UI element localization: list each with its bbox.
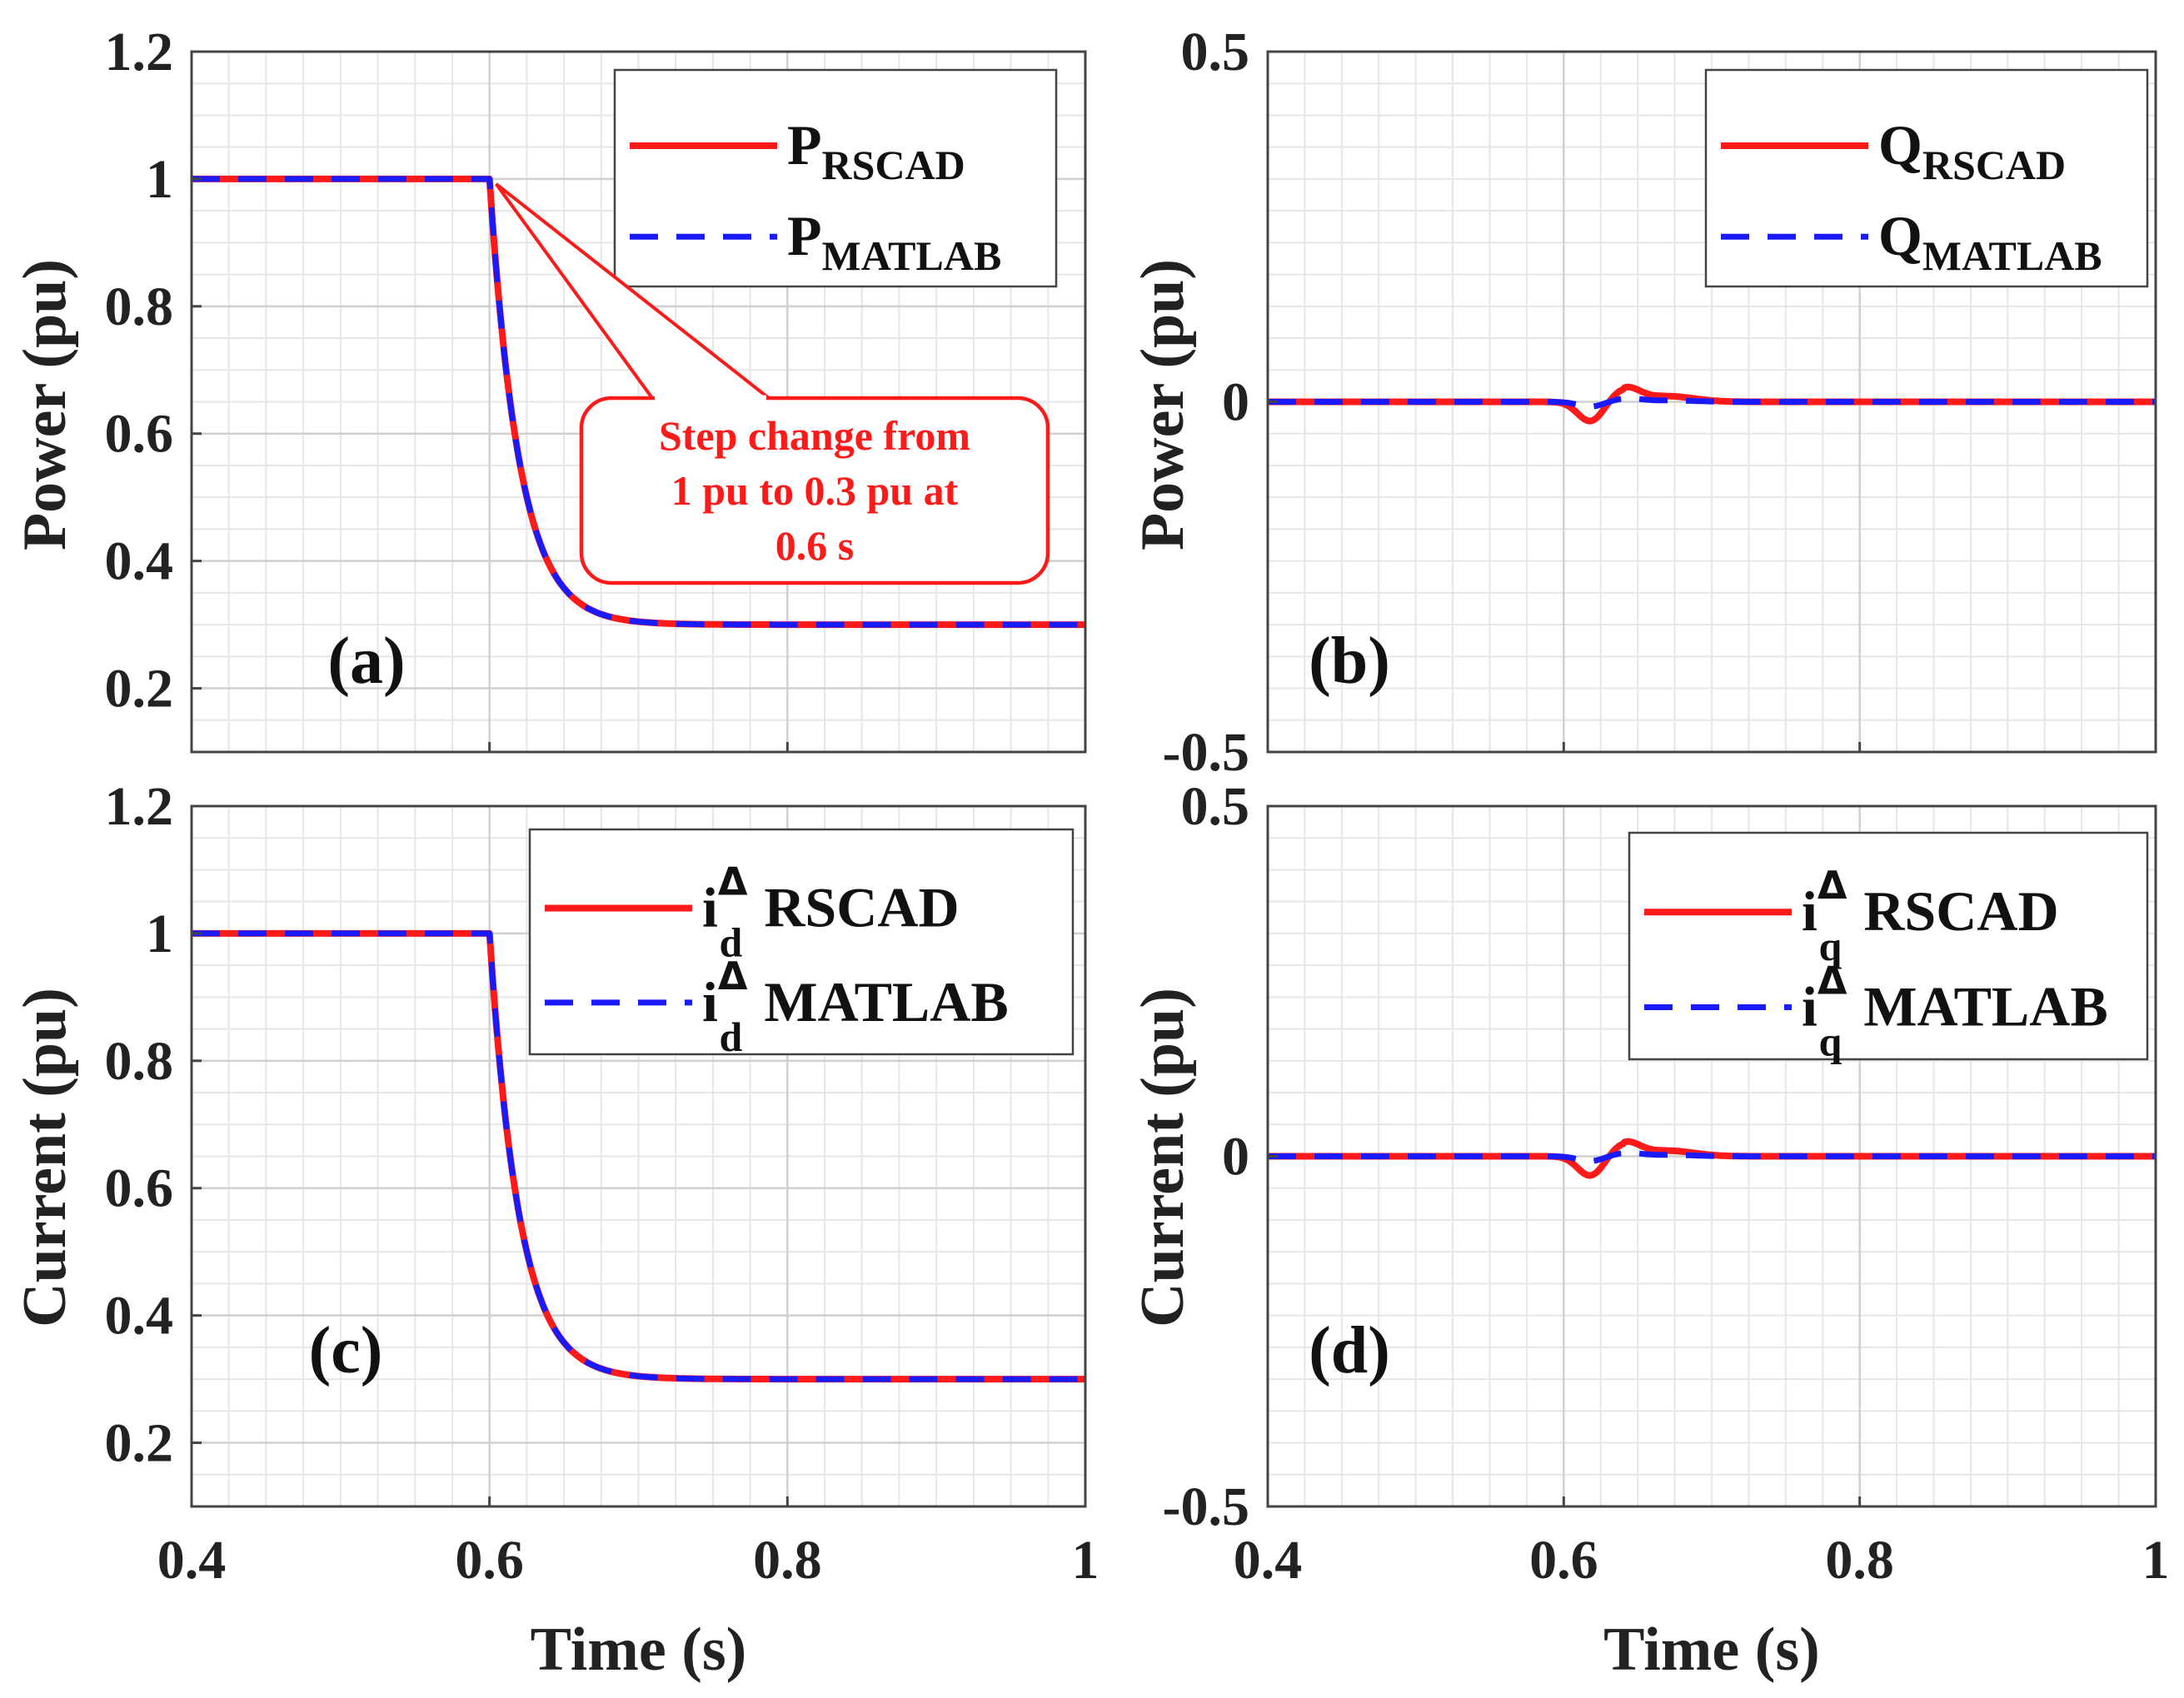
panel-label: (b) <box>1309 625 1390 698</box>
legend-superscript: Δ <box>718 859 748 904</box>
y-tick-label: 0.6 <box>105 404 174 465</box>
legend-box <box>613 68 1058 288</box>
y-tick-label: 0 <box>1222 1127 1249 1188</box>
legend-entry: QRSCAD <box>1878 113 2066 188</box>
legend-source: RSCAD <box>764 876 959 939</box>
axes-box <box>190 804 1087 1508</box>
axes-box <box>190 50 1087 754</box>
legend-subscript: MATLAB <box>1922 232 2102 279</box>
x-axis-title: Time (s) <box>1603 1616 1820 1684</box>
x-tick-label: 0.4 <box>1234 1530 1303 1591</box>
legend-symbol: Q <box>1878 113 1922 177</box>
legend-subscript: d <box>720 919 743 966</box>
legend-box <box>1704 68 2149 288</box>
legend-source: MATLAB <box>764 970 1008 1033</box>
legend-symbol: i <box>702 876 718 939</box>
panel-label: (a) <box>327 625 405 698</box>
x-tick-label: 0.8 <box>753 1530 822 1591</box>
y-tick-label: 0.2 <box>105 659 174 720</box>
legend-superscript: Δ <box>1818 958 1847 1003</box>
legend-entry: iΔ q RSCAD <box>1802 863 2059 969</box>
legend-entry: QMATLAB <box>1878 204 2102 279</box>
legend-symbol: i <box>1802 879 1818 943</box>
y-axis-title: Current (pu) <box>1129 988 1197 1327</box>
legend-source: MATLAB <box>1863 974 2107 1038</box>
y-tick-label: 0 <box>1222 372 1249 433</box>
legend-subscript: q <box>1819 923 1842 969</box>
y-tick-label: 1.2 <box>105 22 174 82</box>
series-line-matlab <box>1266 395 2157 410</box>
legend-symbol: i <box>1802 974 1818 1038</box>
legend-subscript: q <box>1819 1018 1842 1064</box>
legend-entry: PMATLAB <box>787 204 1001 279</box>
x-tick-label: 0.8 <box>1825 1530 1894 1591</box>
legend-symbol: P <box>787 113 822 177</box>
annotation-text: Step change from <box>659 412 970 459</box>
series-line-matlab <box>190 176 1087 628</box>
y-tick-label: 0.4 <box>105 1286 174 1347</box>
legend-subscript: MATLAB <box>822 232 1002 279</box>
panel-label: (d) <box>1309 1314 1390 1387</box>
x-tick-label: 0.4 <box>157 1530 227 1591</box>
legend-entry: iΔ q MATLAB <box>1802 958 2108 1064</box>
legend-superscript: Δ <box>1818 863 1847 908</box>
x-tick-label: 1 <box>1072 1530 1099 1591</box>
y-tick-label: 0.6 <box>105 1158 174 1219</box>
y-tick-label: 1 <box>146 904 173 964</box>
callout-box <box>579 396 1050 585</box>
panel-label: (c) <box>309 1314 383 1387</box>
legend-entry: iΔ d MATLAB <box>702 954 1009 1060</box>
legend-box <box>1628 831 2149 1061</box>
y-tick-label: -0.5 <box>1163 1476 1249 1537</box>
y-tick-label: 0.5 <box>1181 776 1250 837</box>
chart-panel-d: -0.5 0 0.5 0.4 0.6 0.8 1 Current (pu) Time (s) (d… <box>1129 776 2170 1684</box>
y-axis-title: Power (pu) <box>1129 259 1197 550</box>
legend-entry: PRSCAD <box>787 113 965 188</box>
legend-entry: iΔ d RSCAD <box>702 859 960 966</box>
legend-subscript: RSCAD <box>822 142 965 188</box>
annotation-text: 0.6 s <box>775 522 854 569</box>
series-line-matlab <box>1266 1149 2157 1164</box>
y-tick-label: 1 <box>146 149 173 210</box>
y-tick-label: 0.2 <box>105 1413 174 1474</box>
y-axis-title: Current (pu) <box>11 988 79 1327</box>
legend-box <box>528 828 1075 1056</box>
legend-source: RSCAD <box>1863 879 2058 943</box>
y-tick-label: 0.4 <box>105 531 174 592</box>
x-tick-label: 1 <box>2142 1530 2170 1591</box>
y-tick-label: -0.5 <box>1163 722 1249 783</box>
y-tick-label: 0.8 <box>105 276 174 337</box>
legend-symbol: P <box>787 204 822 267</box>
y-tick-label: 0.5 <box>1181 22 1250 82</box>
legend-symbol: Q <box>1878 204 1922 267</box>
legend-subscript: d <box>720 1013 743 1060</box>
series-line-matlab <box>190 930 1087 1382</box>
y-axis-title: Power (pu) <box>11 259 79 550</box>
y-tick-label: 0.8 <box>105 1031 174 1092</box>
legend-superscript: Δ <box>718 954 748 998</box>
x-tick-label: 0.6 <box>1529 1530 1598 1591</box>
annotation-callout: Step change from 1 pu to 0.3 pu at 0.6 s <box>495 182 1050 585</box>
y-tick-label: 1.2 <box>105 776 174 837</box>
x-axis-title: Time (s) <box>531 1616 747 1684</box>
legend-subscript: RSCAD <box>1922 142 2066 188</box>
x-tick-label: 0.6 <box>455 1530 524 1591</box>
annotation-text: 1 pu to 0.3 pu at <box>671 467 959 514</box>
legend-symbol: i <box>702 970 718 1033</box>
chart-panel-c: 0.2 0.4 0.6 0.8 1 1.2 0.4 0.6 0.8 1 Current (pu) Ti… <box>11 776 1099 1684</box>
